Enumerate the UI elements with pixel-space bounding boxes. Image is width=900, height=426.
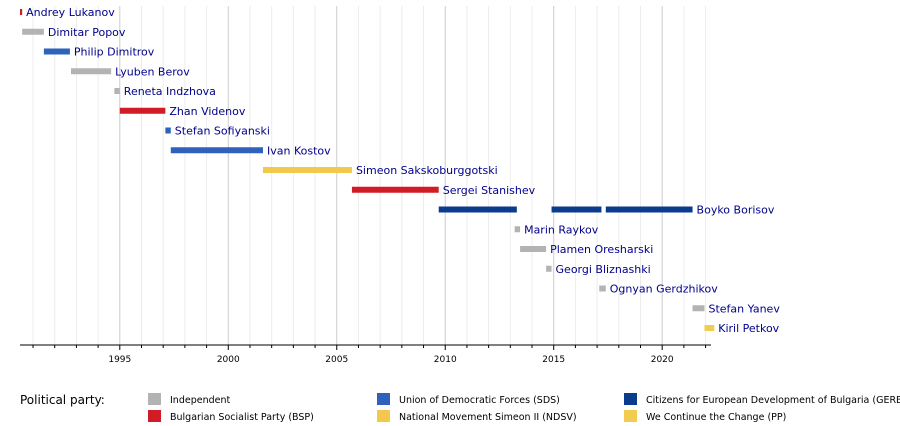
legend-swatch — [624, 410, 637, 422]
pm-name-label: Ivan Kostov — [267, 144, 331, 157]
term-bar — [43, 48, 70, 55]
term-bar — [262, 167, 352, 173]
pm-name-label: Zhan Videnov — [169, 105, 246, 118]
pm-name-label: Georgi Bliznashki — [556, 263, 651, 276]
pm-name-label: Dimitar Popov — [48, 26, 126, 39]
pm-name-label: Kiril Petkov — [718, 322, 779, 335]
term-bar — [605, 206, 693, 213]
term-bar — [546, 265, 552, 272]
pm-name-label: Andrey Lukanov — [26, 6, 115, 19]
term-bar — [351, 186, 439, 193]
legend: Political party: Independent Bulgarian So… — [20, 393, 900, 423]
name-labels: Andrey Lukanov Dimitar Popov Philip Dimitr… — [26, 6, 780, 335]
x-tick-label: 2000 — [217, 355, 240, 365]
pm-name-label: Simeon Sakskoburggotski — [356, 164, 498, 177]
pm-name-label: Reneta Indzhova — [124, 85, 216, 98]
term-bar — [438, 206, 517, 213]
pm-name-label: Philip Dimitrov — [74, 46, 155, 59]
pm-name-label: Boyko Borisov — [697, 204, 775, 217]
legend-label: Independent — [170, 395, 230, 406]
pm-name-label: Stefan Sofiyanski — [175, 125, 270, 138]
legend-label: Union of Democratic Forces (SDS) — [399, 395, 560, 406]
pm-name-label: Stefan Yanev — [708, 302, 780, 315]
term-bar — [170, 147, 263, 154]
x-tick-label: 1995 — [108, 355, 131, 365]
legend-label: Citizens for European Development of Bul… — [646, 395, 900, 406]
term-bar — [165, 127, 171, 134]
term-bar — [22, 28, 44, 35]
x-tick-label: 2015 — [542, 355, 565, 365]
x-axis: 1995 2000 2005 2010 2015 2020 — [20, 344, 711, 365]
legend-label: Bulgarian Socialist Party (BSP) — [170, 412, 314, 423]
legend-swatch — [624, 393, 637, 405]
term-bars — [20, 9, 715, 331]
legend-swatch — [377, 393, 390, 405]
term-bar — [551, 206, 602, 213]
pm-name-label: Lyuben Berov — [115, 65, 190, 78]
term-bar — [520, 246, 547, 252]
legend-label: National Movement Simeon II (NDSV) — [399, 412, 577, 423]
term-bar — [70, 68, 112, 75]
term-bar — [119, 107, 166, 114]
pm-name-label: Plamen Oresharski — [550, 243, 653, 256]
term-bar — [114, 88, 120, 94]
legend-title: Political party: — [20, 393, 105, 407]
term-bar — [599, 285, 606, 292]
x-tick-label: 2020 — [651, 355, 674, 365]
x-tick-label: 2005 — [325, 355, 348, 365]
term-bar — [20, 9, 23, 15]
term-bar — [514, 226, 521, 233]
term-bar — [692, 305, 705, 312]
legend-label: We Continue the Change (PP) — [646, 412, 786, 423]
term-bar — [704, 325, 715, 331]
legend-swatch — [377, 410, 390, 422]
grid-lines — [32, 6, 707, 345]
pm-name-label: Sergei Stanishev — [443, 184, 536, 197]
legend-swatch — [148, 393, 161, 405]
pm-name-label: Ognyan Gerdzhikov — [610, 283, 718, 296]
pm-name-label: Marin Raykov — [524, 223, 599, 236]
x-tick-label: 2010 — [434, 355, 457, 365]
legend-swatch — [148, 410, 161, 422]
